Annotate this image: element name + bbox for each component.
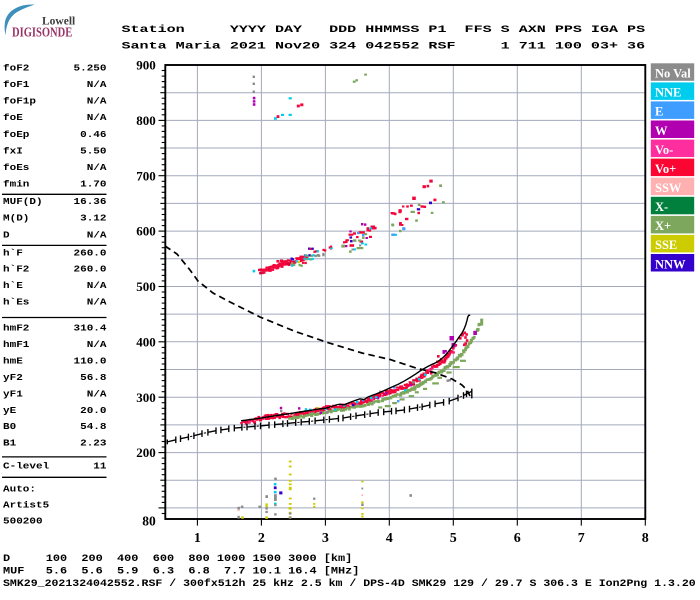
svg-text:foF1p: foF1p [3, 96, 36, 107]
svg-text:D: D [3, 230, 10, 241]
svg-text:Artist5: Artist5 [3, 500, 49, 511]
svg-text:NNE: NNE [655, 86, 681, 100]
svg-text:800: 800 [136, 113, 156, 128]
svg-text:N/A: N/A [87, 163, 108, 174]
svg-text:8: 8 [642, 531, 649, 546]
svg-text:yF2: yF2 [3, 372, 23, 383]
svg-text:N/A: N/A [87, 297, 108, 308]
svg-text:1: 1 [194, 531, 201, 546]
svg-text:260.0: 260.0 [74, 264, 107, 275]
svg-text:DIGISONDE: DIGISONDE [12, 24, 72, 40]
svg-text:11: 11 [93, 461, 106, 472]
svg-text:h`Es: h`Es [3, 297, 29, 308]
svg-text:56.8: 56.8 [80, 372, 106, 383]
svg-text:foEp: foEp [3, 130, 29, 141]
svg-text:0.46: 0.46 [80, 130, 106, 141]
svg-text:M(D): M(D) [3, 213, 29, 224]
svg-text:500: 500 [136, 279, 156, 294]
svg-text:N/A: N/A [87, 80, 108, 91]
svg-text:X-: X- [655, 200, 668, 214]
svg-text:400: 400 [136, 334, 156, 349]
svg-text:N/A: N/A [87, 389, 108, 400]
svg-text:fmin: fmin [3, 179, 29, 190]
svg-text:SSW: SSW [655, 181, 682, 195]
svg-text:B1: B1 [3, 438, 16, 449]
svg-text:SSE: SSE [655, 238, 677, 252]
svg-text:C-level: C-level [3, 461, 49, 472]
svg-text:1.70: 1.70 [80, 179, 106, 190]
svg-text:foE: foE [3, 113, 23, 124]
svg-text:MUF 5.6 5.6 5.9 6.3 6.8: MUF 5.6 5.6 5.9 6.3 6.8 7.7 10.1 16.4 [M… [3, 566, 359, 577]
svg-text:E: E [655, 105, 663, 119]
svg-text:300: 300 [136, 390, 156, 405]
svg-text:Vo+: Vo+ [655, 162, 676, 176]
svg-text:yE: yE [3, 406, 16, 417]
svg-text:Santa Maria 2021 Nov20 324 042: Santa Maria 2021 Nov20 324 042552 RSF 1 … [122, 40, 646, 52]
svg-text:hmF2: hmF2 [3, 323, 29, 334]
svg-text:W: W [655, 124, 668, 138]
svg-text:N/A: N/A [87, 340, 108, 351]
svg-text:900: 900 [136, 58, 156, 73]
svg-text:260.0: 260.0 [74, 248, 107, 259]
svg-text:6: 6 [514, 531, 521, 546]
svg-text:N/A: N/A [87, 281, 108, 292]
svg-text:Lowell: Lowell [42, 16, 75, 28]
svg-text:No Val: No Val [655, 67, 691, 81]
svg-text:h`F2: h`F2 [3, 264, 29, 275]
svg-text:16.36: 16.36 [74, 197, 107, 208]
svg-text:SMK29_2021324042552.RSF / 300f: SMK29_2021324042552.RSF / 300fx512h 25 k… [3, 578, 696, 589]
svg-text:80: 80 [142, 513, 156, 528]
svg-text:700: 700 [136, 168, 156, 183]
svg-text:600: 600 [136, 224, 156, 239]
svg-text:500200: 500200 [3, 516, 43, 527]
svg-text:200: 200 [136, 445, 156, 460]
svg-text:B0: B0 [3, 422, 16, 433]
svg-text:h`E: h`E [3, 281, 23, 292]
svg-text:N/A: N/A [87, 96, 108, 107]
svg-text:yF1: yF1 [3, 389, 23, 400]
svg-text:Station YYYY DAY DDD HHM: Station YYYY DAY DDD HHMMSS P1 FFS S AXN… [122, 23, 646, 35]
svg-text:foF2: foF2 [3, 63, 29, 74]
svg-text:110.0: 110.0 [74, 356, 107, 367]
svg-text:20.0: 20.0 [80, 406, 106, 417]
svg-text:fxI: fxI [3, 146, 23, 157]
svg-text:N/A: N/A [87, 230, 108, 241]
svg-text:N/A: N/A [87, 113, 108, 124]
svg-text:MUF(D): MUF(D) [3, 197, 43, 208]
svg-text:4: 4 [386, 531, 393, 546]
svg-text:D 100 200 400 600 800: D 100 200 400 600 800 1000 1500 3000 [km… [3, 554, 352, 565]
svg-text:7: 7 [578, 531, 585, 546]
svg-text:5: 5 [450, 531, 457, 546]
svg-text:3.12: 3.12 [80, 213, 106, 224]
svg-text:NNW: NNW [655, 257, 686, 271]
svg-text:2.23: 2.23 [80, 438, 106, 449]
svg-text:hmF1: hmF1 [3, 340, 29, 351]
svg-text:Vo-: Vo- [655, 143, 673, 157]
svg-text:hmE: hmE [3, 356, 23, 367]
svg-text:h`F: h`F [3, 248, 23, 259]
svg-text:2: 2 [258, 531, 265, 546]
svg-text:foF1: foF1 [3, 80, 29, 91]
svg-text:5.50: 5.50 [80, 146, 106, 157]
svg-text:foEs: foEs [3, 163, 29, 174]
svg-text:3: 3 [322, 531, 329, 546]
svg-text:Auto:: Auto: [3, 484, 36, 495]
svg-text:5.250: 5.250 [74, 63, 107, 74]
svg-text:54.8: 54.8 [80, 422, 106, 433]
svg-text:X+: X+ [655, 219, 671, 233]
svg-text:310.4: 310.4 [74, 323, 107, 334]
